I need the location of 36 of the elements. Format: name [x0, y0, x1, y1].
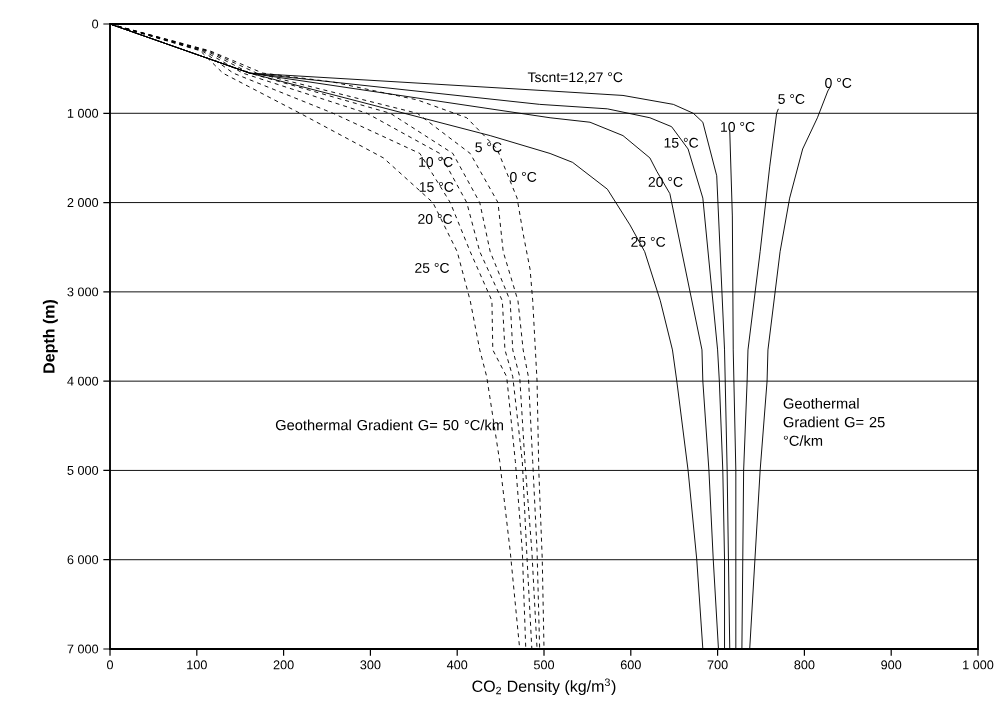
- series-label: 10 °C: [721, 122, 755, 132]
- x-tick-label: 400: [446, 660, 468, 670]
- series-label: 25 °C: [415, 262, 450, 273]
- x-tick-label: 200: [273, 660, 294, 670]
- series-label: 20 °C: [648, 177, 683, 187]
- series-label: 0 °C: [825, 77, 852, 88]
- y-tick-label: 7 000: [67, 644, 99, 654]
- x-tick-label: 600: [620, 660, 641, 670]
- series-label: Tscnt=12,27 °C: [527, 72, 623, 84]
- y-tick-label: 0: [92, 19, 99, 29]
- annotation: Geothermal Gradient G= 50 °C/km: [275, 419, 504, 431]
- x-tick-label: 1 000: [963, 660, 994, 670]
- x-tick-label: 300: [360, 660, 381, 670]
- series-label: 25 °C: [631, 236, 666, 247]
- series-label: 0 °C: [510, 172, 537, 182]
- x-tick-label: 500: [533, 660, 555, 670]
- y-tick-label: 2 000: [67, 198, 99, 208]
- x-tick-label: 900: [881, 660, 902, 670]
- series-label: 5 °C: [475, 142, 502, 153]
- y-tick-label: 1 000: [67, 108, 99, 118]
- y-tick-label: 4 000: [67, 376, 99, 386]
- y-tick-label: 5 000: [67, 465, 99, 475]
- x-tick-label: 0: [106, 660, 114, 670]
- series-label: 5 °C: [778, 94, 805, 104]
- series-label: 20 °C: [418, 214, 453, 224]
- series-label: 15 °C: [419, 182, 454, 192]
- series-label: 15 °C: [664, 137, 699, 148]
- x-tick-label: 100: [187, 660, 207, 670]
- annotation: Geothermal Gradient G= 25 °C/km: [783, 397, 885, 446]
- y-tick-label: 6 000: [67, 555, 99, 565]
- x-axis-title: CO$_{2}$ Density (kg/m$^{3}$): [472, 678, 616, 696]
- series-label: 10 °C: [419, 157, 453, 167]
- y-tick-label: 3 000: [67, 287, 99, 297]
- x-tick-label: 800: [794, 660, 815, 670]
- x-tick-label: 700: [707, 660, 728, 670]
- y-axis-title: Depth (m): [42, 299, 58, 373]
